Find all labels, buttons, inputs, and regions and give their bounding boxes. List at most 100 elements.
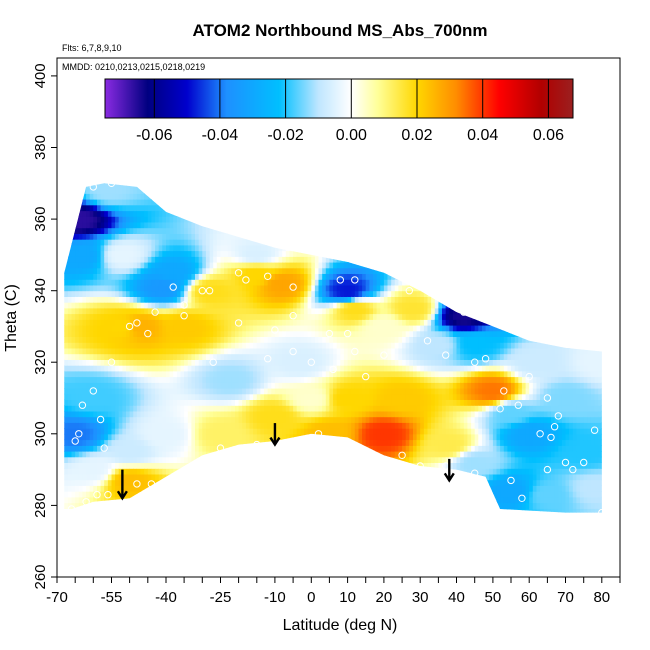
heatmap-cell [75,416,80,423]
heatmap-cell [140,473,145,481]
heatmap-cell [325,410,330,418]
heatmap-cell [336,428,341,435]
heatmap-cell [147,307,152,315]
heatmap-cell [115,250,120,257]
heatmap-cell [274,284,280,292]
heatmap-cell [293,330,298,337]
heatmap-cell [242,296,247,303]
heatmap-cell [147,382,152,389]
heatmap-cell [115,393,120,400]
heatmap-cell [151,451,156,458]
heatmap-cell [126,468,131,475]
heatmap-cell [267,359,272,366]
heatmap-cell [253,433,258,441]
heatmap-cell [264,376,269,383]
heatmap-cell [151,336,156,343]
heatmap-cell [333,284,338,292]
heatmap-cell [253,330,258,337]
heatmap-cell [162,256,167,263]
heatmap-cell [173,399,178,406]
heatmap-cell [176,227,182,234]
heatmap-cell [187,279,192,286]
heatmap-cell [354,313,359,320]
heatmap-cell [293,382,298,389]
heatmap-cell [118,302,123,309]
heatmap-cell [64,491,69,498]
heatmap-cell [133,199,138,206]
heatmap-cell [191,233,196,240]
heatmap-cell [97,216,102,223]
heatmap-cell [322,405,327,412]
heatmap-cell [249,439,254,446]
heatmap-cell [136,393,142,400]
heatmap-cell [184,365,189,372]
heatmap-cell [227,256,232,263]
heatmap-cell [89,422,94,429]
heatmap-cell [71,250,76,257]
heatmap-cell [300,319,305,326]
heatmap-cell [209,307,214,315]
heatmap-cell [245,353,251,360]
heatmap-cell [300,410,305,418]
heatmap-cell [278,393,283,400]
heatmap-cell [118,325,123,332]
heatmap-cell [126,445,131,452]
heatmap-cell [115,370,120,378]
heatmap-cell [245,267,251,274]
heatmap-cell [343,273,349,280]
heatmap-cell [264,284,269,292]
heatmap-cell [271,290,276,297]
heatmap-cell [278,370,283,378]
heatmap-cell [155,330,160,337]
heatmap-cell [333,313,338,320]
heatmap-cell [238,405,243,412]
heatmap-cell [245,347,251,355]
heatmap-cell [213,370,218,378]
heatmap-cell [82,239,87,246]
heatmap-cell [329,302,334,309]
heatmap-cell [173,439,178,446]
heatmap-cell [104,336,109,343]
heatmap-cell [176,382,182,389]
heatmap-cell [82,359,87,366]
heatmap-cell [126,284,131,292]
heatmap-cell [100,428,105,435]
heatmap-cell [107,221,113,229]
heatmap-cell [231,284,236,292]
heatmap-cell [144,428,149,435]
heatmap-cell [111,330,116,337]
heatmap-cell [93,256,98,263]
heatmap-cell [78,227,83,234]
heatmap-cell [140,410,145,418]
heatmap-cell [220,313,225,320]
heatmap-cell [242,405,247,412]
heatmap-cell [191,422,196,429]
heatmap-cell [93,439,98,446]
heatmap-cell [93,250,98,257]
heatmap-cell [209,359,214,366]
heatmap-cell [126,376,131,383]
heatmap-cell [140,405,145,412]
heatmap-cell [155,365,160,372]
heatmap-cell [162,405,167,412]
heatmap-cell [162,456,167,463]
heatmap-cell [354,273,359,280]
heatmap-cell [307,279,312,286]
heatmap-cell [176,456,182,463]
heatmap-cell [129,187,134,194]
heatmap-cell [166,370,171,378]
heatmap-cell [260,330,265,337]
heatmap-cell [75,456,80,463]
heatmap-cell [133,433,138,441]
heatmap-cell [329,273,334,280]
heatmap-cell [111,399,116,406]
heatmap-cell [238,347,243,355]
heatmap-cell [78,468,83,475]
heatmap-cell [104,256,109,263]
heatmap-cell [253,296,258,303]
heatmap-cell [220,319,225,326]
heatmap-cell [325,353,330,360]
heatmap-cell [140,199,145,206]
heatmap-cell [173,393,178,400]
heatmap-cell [147,284,152,292]
